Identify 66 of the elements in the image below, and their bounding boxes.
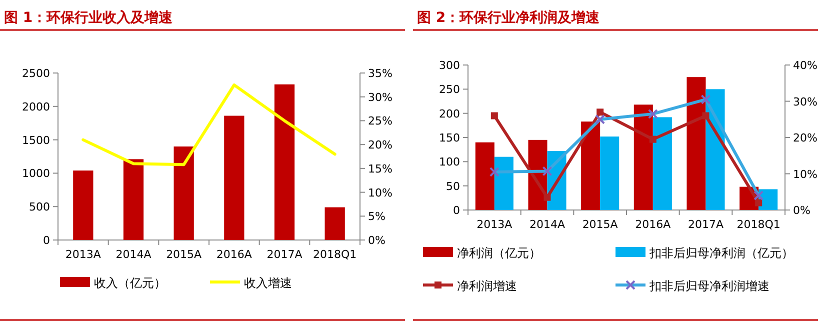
y2-tick-label: 20% <box>368 138 392 152</box>
y2-tick-label: 15% <box>368 162 392 176</box>
legend-label: 净利润（亿元） <box>457 246 541 260</box>
x-tick-label: 2016A <box>216 248 252 261</box>
point <box>544 194 551 201</box>
bar <box>224 116 244 240</box>
line-series <box>82 83 336 166</box>
bar <box>324 207 345 240</box>
bar <box>600 136 620 210</box>
y-tick-label: 250 <box>439 83 460 96</box>
y2-tick-label: 30% <box>368 90 392 104</box>
x-tick-label: 2014A <box>529 218 566 231</box>
legend-label: 收入增速 <box>244 276 292 290</box>
x-tick-label: 2014A <box>116 248 152 261</box>
y2-tick-label: 30% <box>793 95 818 108</box>
y2-tick-label: 0% <box>368 234 386 247</box>
y-tick-label: 200 <box>439 107 460 120</box>
bar <box>174 146 194 240</box>
x-tick-label: 2016A <box>635 218 672 231</box>
legend-label: 扣非后归母净利润（亿元） <box>648 246 794 260</box>
y-tick-label: 2000 <box>22 100 50 114</box>
bar <box>634 104 653 210</box>
bar <box>494 156 514 210</box>
x-tick-label: 2015A <box>166 248 202 261</box>
x-tick-label: 2018Q1 <box>313 248 357 261</box>
y2-tick-label: 10% <box>368 186 392 200</box>
x-tick-label: 2017A <box>688 218 724 231</box>
point <box>755 199 762 206</box>
y-tick-label: 1500 <box>22 134 50 147</box>
bar <box>73 170 94 240</box>
y-tick-label: 50 <box>446 180 460 193</box>
y2-tick-label: 5% <box>368 210 386 224</box>
y-tick-label: 1000 <box>22 167 50 180</box>
x-tick-label: 2013A <box>476 218 513 231</box>
point <box>596 108 604 116</box>
y2-tick-label: 25% <box>368 114 392 128</box>
y-tick-label: 150 <box>439 132 460 144</box>
chart-title: 图 1：环保行业收入及增速 <box>4 10 174 26</box>
y-tick-label: 0 <box>453 204 460 217</box>
bar <box>274 84 295 240</box>
point <box>702 112 710 120</box>
y-tick-label: 300 <box>439 59 460 72</box>
y2-tick-label: 35% <box>368 67 392 80</box>
y-tick-label: 0 <box>43 234 50 247</box>
y-tick-label: 500 <box>29 200 50 214</box>
bar <box>652 117 672 210</box>
chart-title: 图 2：环保行业净利润及增速 <box>417 9 601 26</box>
y2-tick-label: 20% <box>793 132 818 144</box>
bar <box>686 77 706 210</box>
legend-label: 扣非后归母净利润增速 <box>648 279 770 293</box>
bar <box>475 142 494 210</box>
legend-label: 收入（亿元） <box>94 276 166 290</box>
x-tick-label: 2017A <box>266 248 303 261</box>
y2-tick-label: 40% <box>793 59 818 72</box>
point <box>490 112 498 120</box>
bar <box>581 122 600 210</box>
legend-label: 净利润增速 <box>457 279 517 293</box>
y-tick-label: 100 <box>439 156 460 169</box>
x-tick-label: 2015A <box>582 218 618 231</box>
y2-tick-label: 0% <box>793 204 810 217</box>
x-tick-label: 2018Q1 <box>736 218 780 231</box>
bar <box>123 159 144 240</box>
y2-tick-label: 10% <box>793 168 818 181</box>
y-tick-label: 2500 <box>22 67 50 80</box>
x-tick-label: 2013A <box>65 248 102 261</box>
point <box>649 136 656 143</box>
